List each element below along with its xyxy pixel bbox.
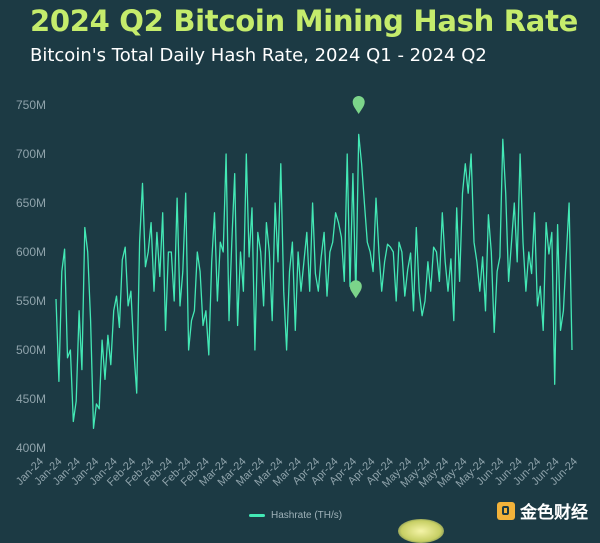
legend[interactable]: Hashrate (TH/s) — [249, 510, 342, 521]
series-hashrate — [55, 133, 573, 430]
legend-swatch — [249, 514, 265, 517]
x-axis: Jan-24Jan-24Jan-24Jan-24Jan-24Feb-24Feb-… — [14, 456, 580, 490]
y-tick-label: 700M — [16, 147, 46, 161]
decorative-glow — [398, 519, 444, 543]
legend-label: Hashrate (TH/s) — [271, 510, 343, 521]
y-tick-label: 500M — [16, 343, 46, 357]
y-tick-label: 400M — [16, 441, 46, 455]
logo-icon — [497, 501, 515, 520]
series-line — [55, 133, 573, 430]
y-tick-label: 750M — [16, 98, 46, 112]
chart-subtitle: Bitcoin's Total Daily Hash Rate, 2024 Q1… — [30, 45, 487, 66]
watermark-logo: 金色财经 — [497, 498, 588, 523]
y-tick-label: 650M — [16, 196, 46, 210]
y-tick-label: 600M — [16, 245, 46, 259]
watermark-text: 金色财经 — [520, 503, 588, 522]
min-value-marker[interactable] — [349, 280, 362, 299]
annotations — [349, 96, 365, 299]
y-axis: 400M 450M 500M 550M 600M 650M 700M 750M — [16, 98, 46, 455]
max-value-marker[interactable] — [352, 96, 365, 114]
y-tick-label: 550M — [16, 294, 46, 308]
y-tick-label: 450M — [16, 392, 46, 406]
chart-title: 2024 Q2 Bitcoin Mining Hash Rate — [30, 4, 578, 38]
